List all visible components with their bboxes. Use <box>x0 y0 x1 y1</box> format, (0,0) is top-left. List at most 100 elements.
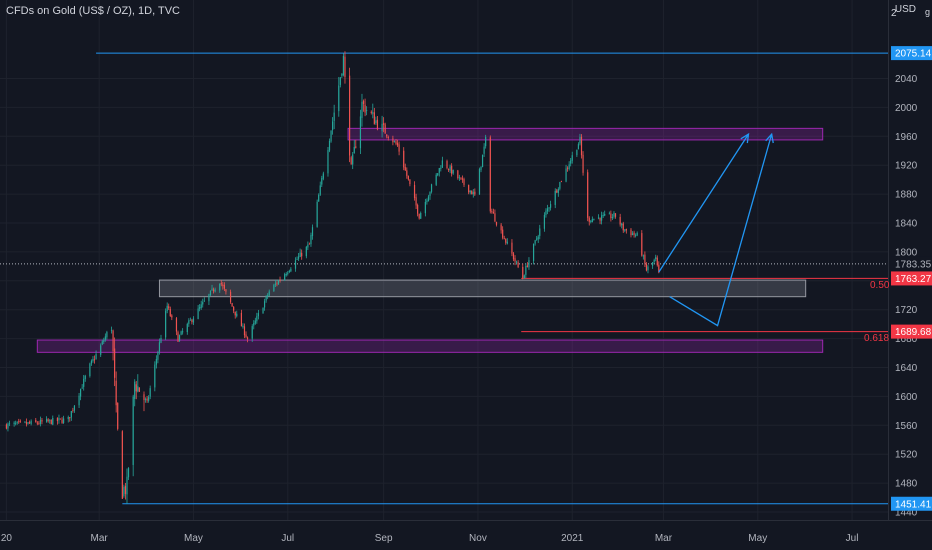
candle-body <box>429 191 431 197</box>
candle-body <box>63 418 65 423</box>
projection-arrows <box>658 132 774 327</box>
candle-body <box>489 137 491 212</box>
candle-body <box>503 238 505 240</box>
candle-body <box>209 290 212 296</box>
candle-body <box>171 315 173 318</box>
candle-body <box>200 304 202 308</box>
candle-body <box>341 73 343 76</box>
candle-body <box>373 112 375 125</box>
candle-body <box>127 467 130 478</box>
candle-body <box>621 223 623 226</box>
candle-body <box>112 330 114 352</box>
candle-body <box>58 418 60 421</box>
price-axis[interactable]: 1440148015201560160016401680172017601800… <box>895 74 918 519</box>
candle-body <box>430 184 433 192</box>
candle-body <box>290 268 292 272</box>
resistance-zone <box>347 127 824 141</box>
price-tick-label: 1720 <box>895 305 918 316</box>
candle-body <box>478 169 481 195</box>
candle-body <box>284 274 286 281</box>
candle-body <box>566 167 569 169</box>
price-tick-label: 1600 <box>895 392 918 403</box>
candle-body <box>642 255 644 257</box>
candle-body <box>625 229 627 231</box>
candle-body <box>154 364 156 388</box>
candle-body <box>38 423 40 425</box>
candle-body <box>146 398 148 401</box>
candle-body <box>18 421 20 423</box>
candle-body <box>576 149 578 156</box>
candle-body <box>644 254 646 264</box>
candle-body <box>636 232 638 236</box>
candle-body <box>604 213 606 216</box>
candle-body <box>169 308 171 317</box>
candle-body <box>36 422 38 424</box>
candle-body <box>656 257 658 266</box>
candle-body <box>16 421 18 423</box>
candle-body <box>375 120 377 124</box>
candle-body <box>296 259 298 260</box>
candle-body <box>254 320 256 324</box>
candle-body <box>383 123 385 125</box>
candle-body <box>344 56 346 78</box>
candle-body <box>502 229 504 238</box>
candle-body <box>582 154 584 173</box>
grid-lines <box>0 0 888 520</box>
candle-body <box>366 110 368 111</box>
candle-body <box>457 170 459 179</box>
candle-body <box>537 236 539 240</box>
candle-body <box>137 386 139 392</box>
candle-body <box>100 345 102 355</box>
candle-body <box>591 219 593 223</box>
candle-body <box>265 295 267 301</box>
candle-body <box>633 232 635 235</box>
candle-body <box>418 213 420 219</box>
time-axis[interactable]: 20 Mar May Jul Sep Nov 2021 Mar May Jul <box>1 533 859 544</box>
candle-body <box>483 146 485 154</box>
candle-body <box>236 313 238 317</box>
candle-body <box>308 243 311 245</box>
candle-body <box>8 423 11 425</box>
candle-body <box>39 419 42 424</box>
price-tick-label: 1480 <box>895 479 918 490</box>
candle-body <box>441 160 443 168</box>
price-tick-label: 1920 <box>895 161 918 172</box>
currency-label[interactable]: USD <box>894 4 916 15</box>
candle-body <box>19 420 21 422</box>
candle-body <box>652 262 654 266</box>
candle-body <box>243 326 246 336</box>
price-tick-label: 1440 <box>895 508 918 519</box>
fib-050-label: 0.50 <box>870 280 890 291</box>
time-tick-label: Mar <box>655 533 673 544</box>
price-tick-label: 1800 <box>895 247 918 258</box>
candle-body <box>398 144 400 152</box>
symbol-title: CFDs on Gold (US$ / OZ), 1D, TVC <box>6 5 181 17</box>
candle-body <box>491 211 493 212</box>
candle-body <box>384 124 386 134</box>
price-label-box <box>891 271 932 286</box>
candle-body <box>338 85 340 112</box>
candle-body <box>24 421 26 423</box>
candle-body <box>370 111 372 113</box>
price-label-box <box>891 46 932 61</box>
candlestick-series <box>5 51 660 504</box>
candle-body <box>568 164 570 169</box>
candle-body <box>481 154 484 168</box>
candle-body <box>229 291 232 303</box>
candle-body <box>80 388 82 397</box>
candle-body <box>641 233 643 256</box>
candle-body <box>500 224 502 231</box>
projection-arrowhead <box>740 132 750 144</box>
candle-body <box>471 190 473 195</box>
price-label-box <box>891 496 932 511</box>
candle-body <box>452 170 454 174</box>
time-tick-label: Mar <box>91 533 109 544</box>
time-tick-label: Jul <box>846 533 859 544</box>
candle-body <box>78 395 80 406</box>
candle-body <box>469 190 471 193</box>
candle-body <box>199 307 201 309</box>
candle-body <box>396 142 399 146</box>
candle-body <box>546 208 549 212</box>
